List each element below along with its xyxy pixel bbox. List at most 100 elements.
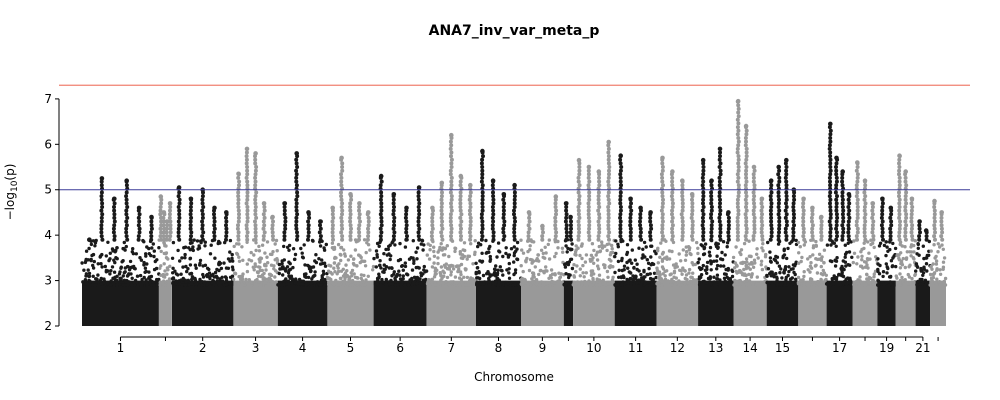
data-point [777, 223, 782, 228]
data-point [307, 215, 312, 220]
data-point [438, 245, 442, 250]
data-point [162, 262, 166, 266]
data-point [466, 254, 470, 258]
data-point [153, 259, 157, 264]
data-point [587, 223, 592, 228]
data-point [512, 234, 517, 239]
data-point [769, 215, 774, 220]
data-point [123, 248, 127, 252]
data-point [553, 234, 558, 239]
data-point [244, 226, 249, 231]
data-point [917, 226, 922, 231]
peak-point [294, 151, 300, 156]
y-tick-label: 2 [44, 319, 52, 333]
data-point [828, 150, 833, 155]
data-point [701, 234, 706, 239]
data-point [660, 212, 665, 217]
data-point [475, 266, 480, 270]
data-point [254, 190, 259, 195]
data-point [726, 226, 731, 231]
data-point [554, 208, 559, 213]
data-point [801, 205, 805, 209]
data-point [245, 219, 250, 224]
data-point [576, 179, 581, 184]
data-point [244, 150, 249, 155]
data-point [759, 280, 763, 285]
data-point [365, 241, 369, 245]
data-point [726, 223, 731, 228]
data-point [769, 205, 774, 209]
data-point [744, 208, 749, 213]
data-point [519, 264, 523, 268]
data-point [909, 254, 913, 258]
x-tick-label: 17 [832, 341, 847, 355]
data-point [744, 179, 749, 184]
data-point [99, 190, 104, 195]
data-point [743, 183, 748, 188]
data-point [586, 212, 591, 217]
data-point [371, 264, 376, 269]
data-point [491, 190, 495, 195]
peak-point [458, 173, 464, 179]
peak-point [743, 123, 749, 129]
data-point [109, 279, 113, 283]
data-point [904, 190, 909, 195]
data-point [115, 283, 119, 287]
data-point [752, 230, 757, 235]
data-point [610, 247, 614, 251]
data-point [177, 201, 182, 206]
data-point [643, 281, 647, 286]
data-point [885, 245, 889, 249]
data-point [577, 201, 582, 206]
data-point [748, 267, 752, 271]
data-point [576, 237, 581, 242]
data-point [898, 219, 902, 224]
data-point [578, 274, 582, 278]
data-point [164, 251, 169, 255]
data-point [777, 264, 782, 268]
data-point [679, 212, 684, 217]
data-point [553, 254, 557, 259]
data-point [577, 230, 582, 235]
data-point [846, 205, 851, 209]
data-point [490, 223, 495, 228]
data-point [846, 230, 851, 235]
data-point [840, 273, 844, 277]
data-point [110, 247, 115, 251]
data-point [701, 212, 706, 217]
data-point [680, 208, 685, 213]
data-point [349, 197, 354, 202]
data-point [275, 249, 279, 253]
data-point [897, 194, 901, 199]
data-point [479, 212, 484, 217]
data-point [701, 201, 705, 206]
data-point [330, 241, 335, 245]
data-point [759, 201, 764, 206]
data-point [230, 274, 235, 278]
data-point [888, 226, 893, 231]
data-points [80, 98, 948, 326]
data-point [138, 281, 142, 286]
data-point [877, 282, 881, 287]
peak-point [819, 214, 824, 220]
data-point [404, 212, 409, 217]
chromosome-points-group [876, 196, 898, 326]
peak-point [834, 155, 839, 161]
peak-point [366, 210, 371, 215]
data-point [846, 223, 851, 228]
data-point [193, 263, 198, 267]
data-point [164, 230, 169, 235]
data-point [270, 223, 275, 228]
data-point [459, 234, 463, 239]
data-point [744, 172, 748, 177]
data-point [819, 234, 824, 239]
data-point [747, 272, 751, 277]
data-point [93, 283, 97, 287]
data-point [339, 172, 343, 177]
data-point [449, 234, 453, 239]
data-point [736, 110, 741, 115]
data-point [658, 273, 662, 277]
data-point [909, 215, 914, 220]
data-point [607, 201, 612, 206]
